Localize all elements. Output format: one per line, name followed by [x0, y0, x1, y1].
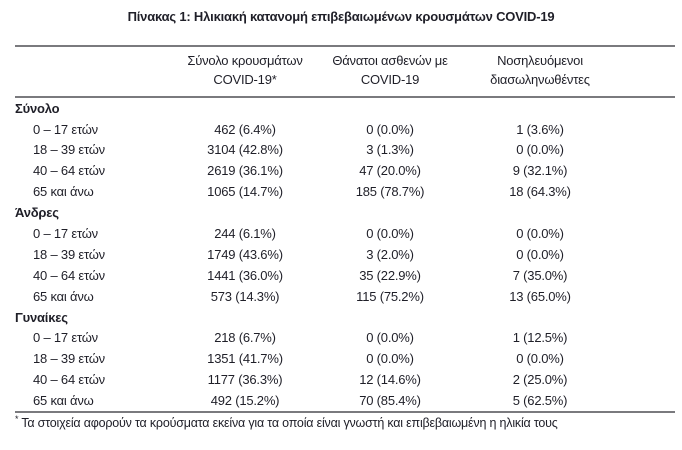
header-intubated-line2: διασωληνωθέντες	[490, 71, 590, 87]
section-label: Σύνολο	[15, 100, 60, 116]
table-header-row: Σύνολο κρουσμάτων COVID-19* Θάνατοι ασθε…	[15, 47, 675, 96]
cases-value: 573 (14.3%)	[210, 288, 280, 304]
section-row-total: Σύνολο	[15, 98, 675, 119]
intubated-value: 13 (65.0%)	[509, 288, 571, 304]
intubated-value: 0 (0.0%)	[516, 246, 564, 262]
table-row: 40 – 64 ετών 2619 (36.1%) 47 (20.0%) 9 (…	[15, 160, 675, 181]
intubated-value: 2 (25.0%)	[512, 372, 568, 388]
table-row: 0 – 17 ετών 218 (6.7%) 0 (0.0%) 1 (12.5%…	[15, 327, 675, 348]
cases-value: 3104 (42.8%)	[207, 142, 283, 158]
cases-value: 218 (6.7%)	[214, 330, 276, 346]
intubated-value: 0 (0.0%)	[516, 351, 564, 367]
header-deaths: Θάνατοι ασθενών με COVID-19	[330, 52, 450, 90]
table-row: 40 – 64 ετών 1177 (36.3%) 12 (14.6%) 2 (…	[15, 369, 675, 390]
deaths-value: 70 (85.4%)	[359, 393, 421, 409]
cases-value: 1065 (14.7%)	[207, 184, 283, 200]
intubated-value: 0 (0.0%)	[516, 225, 564, 241]
age-label: 0 – 17 ετών	[33, 121, 98, 137]
header-intubated: Νοσηλευόμενοι διασωληνωθέντες	[450, 52, 630, 90]
deaths-value: 3 (2.0%)	[366, 246, 414, 262]
deaths-value: 47 (20.0%)	[359, 163, 421, 179]
table-row: 18 – 39 ετών 3104 (42.8%) 3 (1.3%) 0 (0.…	[15, 139, 675, 160]
table-footnote: * Τα στοιχεία αφορούν τα κρούσματα εκείνα…	[15, 414, 675, 430]
cases-value: 1441 (36.0%)	[207, 267, 283, 283]
age-label: 0 – 17 ετών	[33, 225, 98, 241]
age-label: 65 και άνω	[33, 288, 94, 304]
table-row: 65 και άνω 492 (15.2%) 70 (85.4%) 5 (62.…	[15, 390, 675, 411]
header-deaths-line1: Θάνατοι ασθενών με	[332, 53, 448, 68]
age-label: 40 – 64 ετών	[33, 267, 105, 283]
age-label: 18 – 39 ετών	[33, 246, 105, 262]
cases-value: 492 (15.2%)	[210, 393, 280, 409]
deaths-value: 35 (22.9%)	[359, 267, 421, 283]
deaths-value: 185 (78.7%)	[355, 184, 425, 200]
age-label: 65 και άνω	[33, 393, 94, 409]
table-row: 40 – 64 ετών 1441 (36.0%) 35 (22.9%) 7 (…	[15, 265, 675, 286]
cases-value: 244 (6.1%)	[214, 225, 276, 241]
section-label: Άνδρες	[15, 205, 59, 221]
age-distribution-table: Σύνολο κρουσμάτων COVID-19* Θάνατοι ασθε…	[15, 45, 675, 414]
age-label: 0 – 17 ετών	[33, 330, 98, 346]
cases-value: 1351 (41.7%)	[207, 351, 283, 367]
intubated-value: 7 (35.0%)	[512, 267, 568, 283]
header-bottom-rule	[15, 95, 675, 98]
intubated-value: 1 (3.6%)	[516, 121, 564, 137]
table-bottom-rule	[15, 411, 675, 414]
header-intubated-line1: Νοσηλευόμενοι	[497, 53, 583, 68]
table-title: Πίνακας 1: Ηλικιακή κατανομή επιβεβαιωμέ…	[127, 9, 555, 24]
table-row: 65 και άνω 1065 (14.7%) 185 (78.7%) 18 (…	[15, 181, 675, 202]
age-label: 18 – 39 ετών	[33, 142, 105, 158]
age-label: 40 – 64 ετών	[33, 372, 105, 388]
cases-value: 1749 (43.6%)	[207, 246, 283, 262]
deaths-value: 12 (14.6%)	[359, 372, 421, 388]
section-row-women: Γυναίκες	[15, 307, 675, 328]
header-deaths-line2: COVID-19	[360, 71, 420, 87]
intubated-value: 9 (32.1%)	[512, 163, 568, 179]
cases-value: 2619 (36.1%)	[207, 163, 283, 179]
intubated-value: 1 (12.5%)	[512, 330, 568, 346]
deaths-value: 0 (0.0%)	[366, 121, 414, 137]
intubated-value: 0 (0.0%)	[516, 142, 564, 158]
deaths-value: 115 (75.2%)	[356, 288, 424, 304]
table-row: 18 – 39 ετών 1351 (41.7%) 0 (0.0%) 0 (0.…	[15, 348, 675, 369]
table-row: 65 και άνω 573 (14.3%) 115 (75.2%) 13 (6…	[15, 286, 675, 307]
header-total-cases: Σύνολο κρουσμάτων COVID-19*	[160, 52, 330, 90]
intubated-value: 18 (64.3%)	[509, 184, 571, 200]
section-row-men: Άνδρες	[15, 202, 675, 223]
table-row: 0 – 17 ετών 462 (6.4%) 0 (0.0%) 1 (3.6%)	[15, 119, 675, 140]
deaths-value: 3 (1.3%)	[366, 142, 414, 158]
table-row: 0 – 17 ετών 244 (6.1%) 0 (0.0%) 0 (0.0%)	[15, 223, 675, 244]
header-total-cases-line1: Σύνολο κρουσμάτων	[187, 53, 303, 68]
age-label: 65 και άνω	[33, 184, 94, 200]
table-row: 18 – 39 ετών 1749 (43.6%) 3 (2.0%) 0 (0.…	[15, 244, 675, 265]
table-top-rule	[15, 45, 675, 47]
deaths-value: 0 (0.0%)	[366, 330, 414, 346]
intubated-value: 5 (62.5%)	[512, 393, 568, 409]
header-total-cases-line2: COVID-19*	[213, 71, 277, 87]
age-label: 18 – 39 ετών	[33, 351, 105, 367]
footnote-marker: *	[15, 414, 19, 424]
deaths-value: 0 (0.0%)	[366, 225, 414, 241]
footnote-text: Τα στοιχεία αφορούν τα κρούσματα εκείνα …	[21, 416, 558, 431]
age-label: 40 – 64 ετών	[33, 163, 105, 179]
section-label: Γυναίκες	[15, 309, 68, 325]
cases-value: 1177 (36.3%)	[207, 372, 283, 388]
deaths-value: 0 (0.0%)	[366, 351, 414, 367]
cases-value: 462 (6.4%)	[214, 121, 276, 137]
